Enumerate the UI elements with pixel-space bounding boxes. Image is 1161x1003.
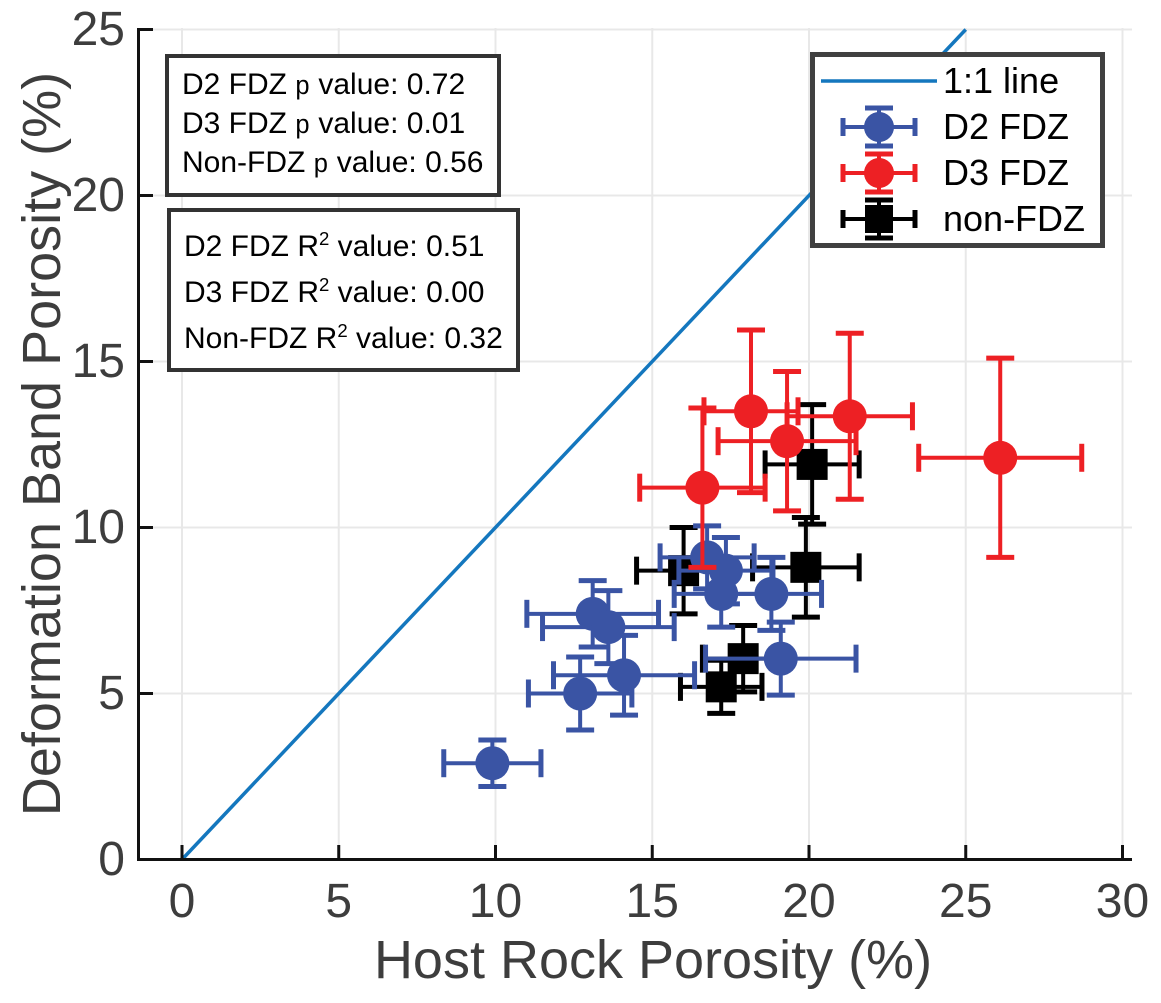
legend-item-d2-fdz: D2 FDZ: [815, 105, 1100, 149]
data-point-non-fdz: [705, 671, 737, 703]
x-tick-label: 0: [168, 875, 196, 928]
legend-item-1-1-line: 1:1 line: [815, 59, 1100, 103]
circle-marker-icon: [840, 151, 918, 195]
y-tick-label: 25: [71, 2, 125, 56]
y-tick-label: 20: [71, 168, 125, 222]
annotation-line: Non-FDZ R2 value: 0.32: [184, 320, 503, 355]
legend-item-non-fdz: non-FDZ: [815, 197, 1100, 241]
y-tick-label: 15: [71, 334, 125, 388]
data-point-d3-fdz: [832, 399, 867, 434]
data-point-d3-fdz: [983, 440, 1018, 475]
legend-item-d3-fdz: D3 FDZ: [815, 151, 1100, 195]
data-point-d2-fdz: [475, 746, 510, 781]
legend-label: non-FDZ: [943, 198, 1086, 239]
legend-marker-sample: [815, 197, 943, 241]
x-tick-label: 30: [1095, 875, 1150, 928]
data-point-d2-fdz: [763, 641, 798, 676]
data-point-d2-fdz: [607, 658, 642, 693]
p-value-box: D2 FDZ p value: 0.72 D3 FDZ p value: 0.01…: [165, 54, 501, 197]
data-point-d2-fdz: [754, 576, 789, 611]
data-point-non-fdz: [790, 551, 822, 583]
legend-marker-sample: [815, 151, 943, 195]
legend-label: D3 FDZ: [943, 152, 1069, 193]
legend-label: 1:1 line: [943, 60, 1060, 101]
x-axis-label: Host Rock Porosity (%): [373, 930, 933, 990]
line-icon: [821, 79, 937, 83]
data-point-d3-fdz: [770, 424, 805, 459]
legend-label: D2 FDZ: [943, 106, 1069, 147]
square-marker-icon: [840, 197, 918, 241]
x-tick-label: 25: [939, 875, 993, 928]
data-point-d2-fdz: [591, 610, 626, 645]
annotation-line: D2 FDZ p value: 0.72: [182, 68, 466, 101]
data-point-d3-fdz: [734, 394, 769, 429]
y-tick-label: 5: [98, 666, 125, 720]
data-point-non-fdz: [796, 448, 828, 480]
y-tick-label: 10: [71, 500, 125, 554]
annotation-line: D3 FDZ R2 value: 0.00: [184, 274, 485, 309]
annotation-line: D3 FDZ p value: 0.01: [182, 107, 466, 140]
data-point-d3-fdz: [685, 470, 720, 505]
data-point-d2-fdz: [563, 676, 598, 711]
x-tick-label: 10: [468, 875, 523, 928]
annotation-line: Non-FDZ p value: 0.56: [182, 146, 484, 179]
legend: 1:1 line D2 FDZ D3 FDZ non-FDZ: [810, 52, 1105, 248]
x-tick-label: 5: [325, 875, 353, 928]
x-tick-label: 15: [625, 875, 679, 928]
x-tick-label: 20: [782, 875, 836, 928]
y-tick-label: 0: [98, 832, 125, 886]
annotation-line: D2 FDZ R2 value: 0.51: [184, 228, 485, 263]
legend-marker-sample: [815, 105, 943, 149]
r2-value-box: D2 FDZ R2 value: 0.51 D3 FDZ R2 value: 0.…: [167, 208, 520, 372]
legend-line-sample: [815, 59, 943, 103]
circle-marker-icon: [840, 105, 918, 149]
